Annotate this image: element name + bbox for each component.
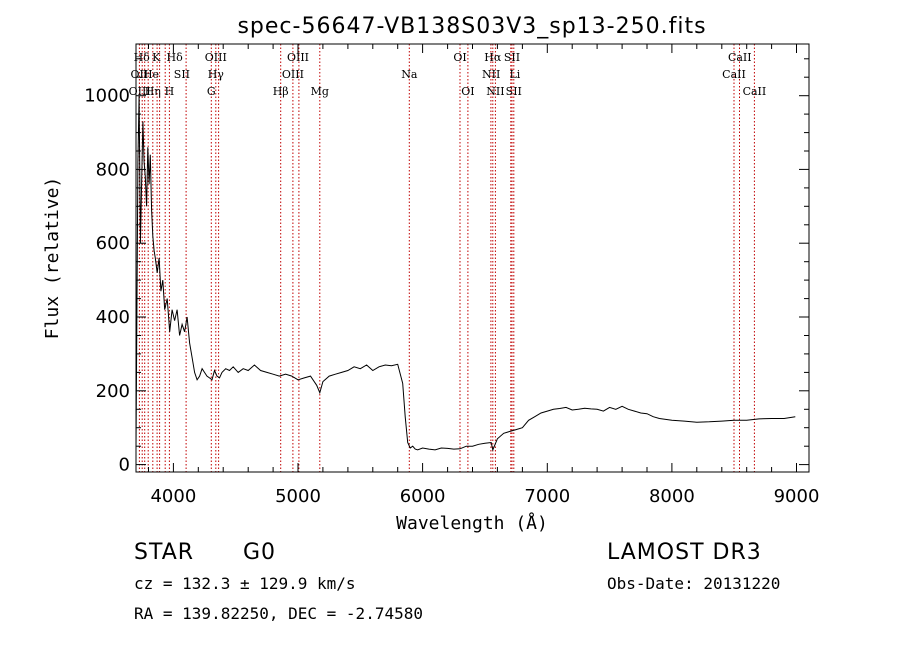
spectral-line-label: NII: [482, 68, 500, 81]
spectral-line-label: Hδ: [166, 51, 183, 64]
spectral-line-label: CaII: [722, 68, 746, 81]
spectral-line-label: Li: [509, 68, 520, 81]
spectral-line-label: SII: [174, 68, 190, 81]
y-tick-label: 0: [119, 455, 130, 476]
y-axis-ticks: 0 200 400 600 800 1000: [84, 58, 809, 476]
y-tick-label: 200: [96, 381, 130, 402]
spectral-line-label: SII: [504, 51, 520, 64]
plot-frame: [135, 43, 810, 473]
spectral-line-label: Hγ: [208, 68, 225, 81]
y-axis-label: Flux (relative): [42, 177, 63, 340]
spectral-line-label: Mg: [311, 85, 329, 98]
x-tick-label: 5000: [275, 486, 321, 507]
spectral-line-label: OI: [461, 85, 474, 98]
spectral-line-label: Hβ: [273, 85, 289, 98]
spectral-line-label: He: [143, 68, 159, 81]
observation-date: Obs-Date: 20131220: [607, 574, 781, 593]
spectral-line-label: CaII: [728, 51, 752, 64]
spectral-line-label: OIII: [129, 85, 151, 98]
spectral-line-label: Hη: [145, 85, 161, 98]
object-subclass: G0: [243, 540, 277, 565]
sky-coordinates: RA = 139.82250, DEC = -2.74580: [134, 604, 423, 623]
spectral-line-label: OIII: [287, 51, 309, 64]
x-tick-label: 4000: [150, 486, 196, 507]
x-tick-label: 9000: [774, 486, 820, 507]
spectral-line-label: CaII: [743, 85, 767, 98]
spectral-line-label: OIII: [205, 51, 227, 64]
x-axis-label: Wavelength (Å): [396, 512, 548, 534]
spectral-line-label: SII: [506, 85, 522, 98]
spectral-line-label: K: [152, 51, 161, 64]
x-tick-label: 7000: [524, 486, 570, 507]
y-tick-label: 800: [96, 159, 130, 180]
spectral-line-label: Hα: [484, 51, 502, 64]
redshift-velocity: cz = 132.3 ± 129.9 km/s: [134, 574, 356, 593]
y-tick-label: 400: [96, 307, 130, 328]
x-tick-label: 8000: [649, 486, 695, 507]
spectral-line-markers: [138, 44, 755, 472]
spectral-line-label: OI: [453, 51, 466, 64]
x-axis-ticks: 4000 5000 6000 7000 8000 9000: [148, 44, 820, 507]
x-tick-label: 6000: [400, 486, 446, 507]
y-tick-label: 1000: [84, 86, 130, 107]
spectral-line-label: OIII: [282, 68, 304, 81]
survey-name: LAMOST DR3: [607, 540, 762, 565]
spectral-line-label: Hδ: [134, 51, 151, 64]
chart-title: spec-56647-VB138S03V3_sp13-250.fits: [237, 14, 706, 39]
spectral-line-label: OII: [131, 68, 149, 81]
spectral-line-label: Na: [401, 68, 418, 81]
spectral-line-label: G: [207, 85, 216, 98]
spectral-line-label: H: [165, 85, 175, 98]
y-tick-label: 600: [96, 233, 130, 254]
spectrum-series-line: [135, 95, 796, 452]
spectral-line-label: NII: [486, 85, 504, 98]
object-class: STAR: [134, 540, 195, 565]
